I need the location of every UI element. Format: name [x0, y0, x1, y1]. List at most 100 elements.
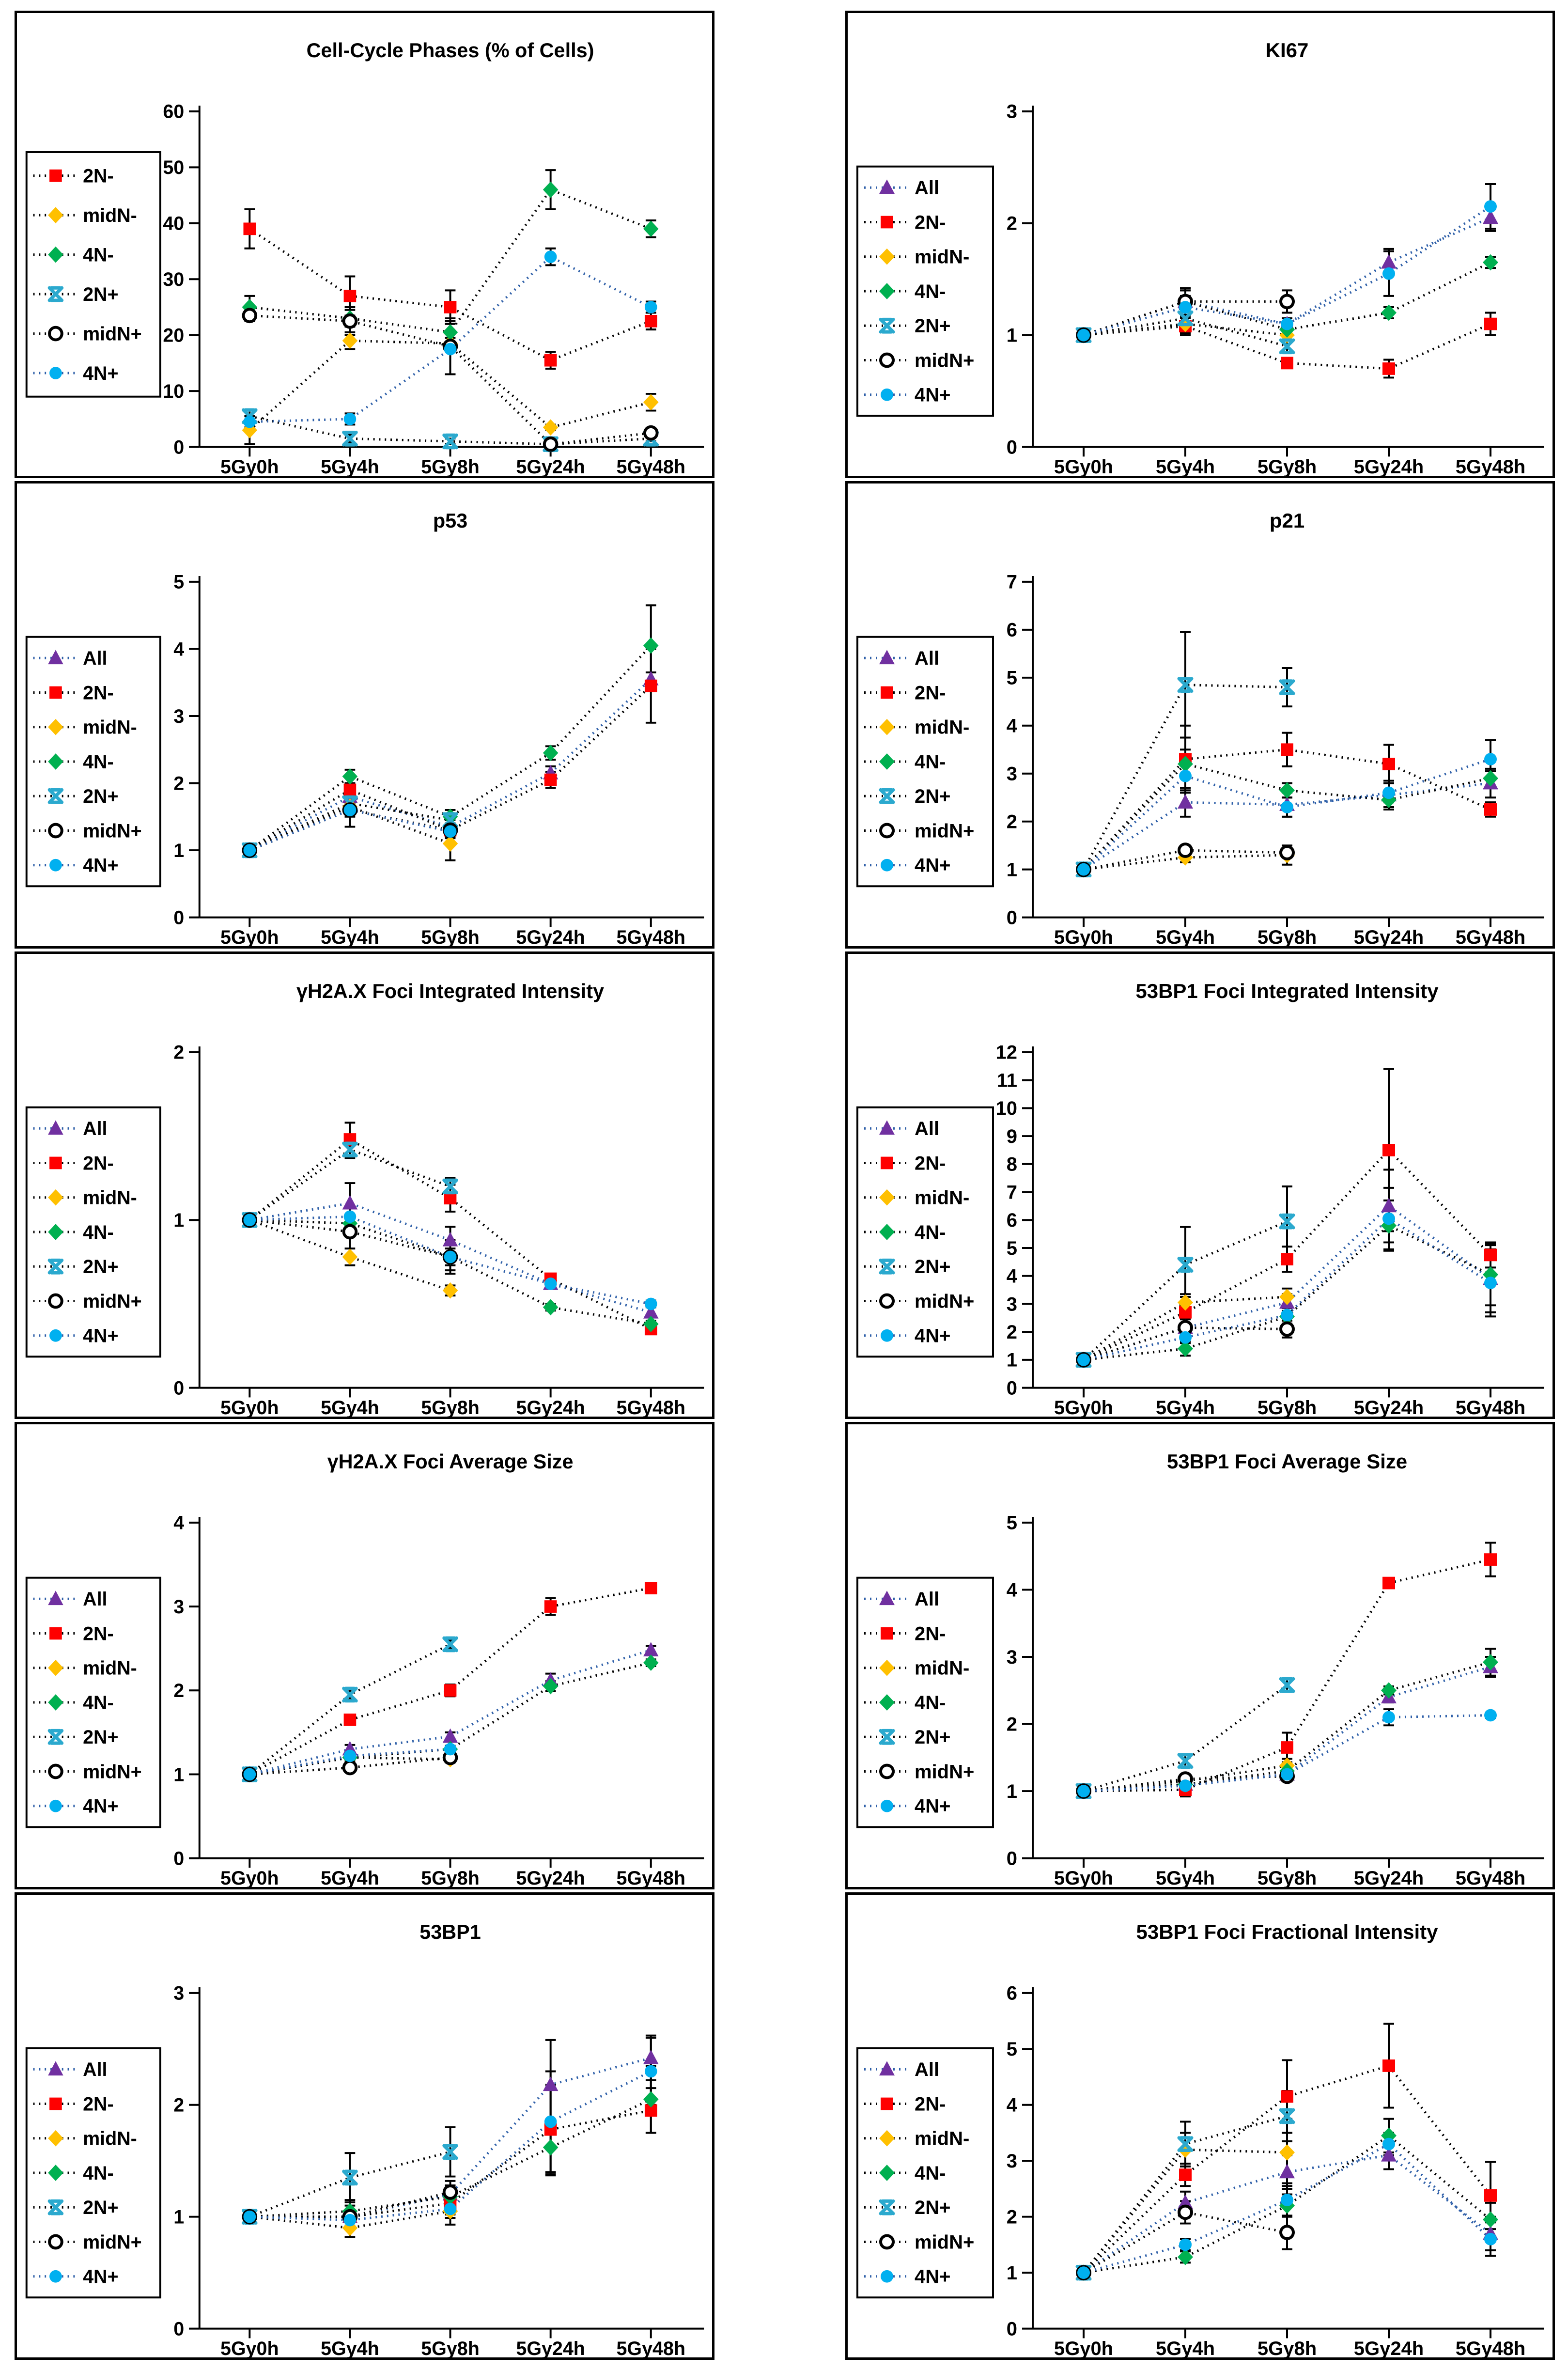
chart-title: 53BP1 Foci Average Size — [1167, 1450, 1407, 1473]
y-tick-label: 3 — [1007, 101, 1017, 123]
y-tick-label: 1 — [1007, 859, 1017, 881]
series-errorbars-4N+ — [1078, 183, 1496, 339]
legend-item-midN+: midN+ — [33, 323, 142, 344]
x-tick-label: 5Gy48h — [617, 1868, 685, 1887]
legend: All 2N-midN- 4N- 2N+ midN+ 4N+ — [856, 1106, 994, 1358]
legend-item-All: All — [33, 1118, 108, 1139]
legend-label: midN- — [83, 1187, 137, 1209]
series-line-midN+ — [1083, 1326, 1288, 1361]
chart-panel-p21: p21 0 1 2 3 4 5 6 7 5Gy0h 5Gy4h 5Gy8h 5Gy24h 5Gy48h Al… — [845, 481, 1555, 949]
legend-label: 2N- — [915, 2094, 946, 2115]
x-tick-label: 5Gy8h — [421, 1868, 480, 1887]
x-tick-label: 5Gy48h — [617, 2338, 685, 2357]
series-line-2N+ — [249, 802, 450, 852]
x-tick-label: 5Gy24h — [516, 2338, 585, 2357]
chart-title: p53 — [433, 509, 467, 532]
legend-label: 2N- — [83, 1623, 114, 1644]
y-axis: 0 1 2 3 — [173, 1983, 201, 2339]
legend-item-All: All — [864, 1118, 939, 1139]
legend-item-All: All — [33, 1589, 108, 1610]
legend-item-4N+: 4N+ — [864, 385, 950, 406]
legend-label: 2N+ — [915, 315, 950, 337]
x-tick-label: 5Gy24h — [516, 927, 585, 946]
svg-text:KI67: KI67 — [1266, 39, 1309, 62]
legend: All 2N-midN- 4N- 2N+ midN+ 4N+ — [856, 2047, 994, 2299]
x-tick-label: 5Gy4h — [321, 927, 379, 946]
series-line-2N- — [248, 228, 652, 362]
legend-label: midN- — [83, 205, 137, 226]
legend-label: midN- — [915, 1187, 969, 1209]
svg-text:53BP1 Foci Integrated Intensit: 53BP1 Foci Integrated Intensity — [1135, 980, 1438, 1002]
chart-svg: γH2A.X Foci Integrated Intensity 0 1 2 5Gy0h… — [25, 980, 704, 1417]
legend-item-2N+: 2N+ — [33, 1727, 119, 1748]
legend: All 2N-midN- 4N- 2N+ midN+ 4N+ — [25, 1106, 161, 1358]
legend-label: 2N+ — [83, 1727, 118, 1748]
series-markers-2N- — [243, 222, 657, 367]
series-line-2N+ — [1083, 1684, 1288, 1793]
y-tick-label: 3 — [1007, 1294, 1017, 1315]
legend-label: midN- — [915, 1658, 969, 1679]
svg-text:53BP1: 53BP1 — [419, 1920, 481, 1943]
legend-item-midN+: midN+ — [864, 821, 974, 842]
legend-item-2N-: 2N- — [33, 1153, 114, 1174]
legend-item-All: All — [33, 2059, 108, 2080]
y-tick-label: 60 — [163, 101, 184, 123]
legend: All 2N-midN- 4N- 2N+ midN+ 4N+ — [25, 1576, 161, 1828]
svg-text:γH2A.X Foci Average Size: γH2A.X Foci Average Size — [327, 1450, 574, 1473]
y-tick-label: 2 — [1007, 213, 1017, 234]
y-tick-label: 8 — [1007, 1154, 1017, 1175]
legend-label: 4N- — [915, 1222, 946, 1243]
legend-item-2N-: 2N- — [864, 683, 946, 703]
x-axis: 5Gy0h 5Gy4h 5Gy8h 5Gy24h 5Gy48h — [199, 1857, 704, 1887]
y-tick-label: 4 — [173, 1512, 184, 1534]
svg-text:53BP1 Foci Fractional Intensit: 53BP1 Foci Fractional Intensity — [1136, 1920, 1438, 1943]
legend-label: 2N- — [915, 1153, 946, 1174]
x-tick-label: 5Gy48h — [1456, 456, 1525, 476]
legend-label: 4N+ — [83, 363, 118, 384]
series-markers-4N+ — [1077, 1212, 1497, 1366]
legend-item-All: All — [864, 648, 939, 669]
svg-text:p21: p21 — [1270, 509, 1304, 532]
y-tick-label: 5 — [1007, 668, 1017, 689]
y-axis: 0 10 20 30 40 50 60 — [163, 101, 201, 458]
x-tick-label: 5Gy24h — [516, 1868, 585, 1887]
legend-label: 4N- — [83, 751, 114, 773]
legend-label: midN- — [915, 247, 969, 268]
y-tick-label: 2 — [1007, 2207, 1017, 2228]
y-tick-label: 0 — [1007, 1378, 1017, 1399]
y-tick-label: 10 — [996, 1098, 1017, 1119]
legend-label: midN+ — [915, 2232, 974, 2253]
x-axis: 5Gy0h 5Gy4h 5Gy8h 5Gy24h 5Gy48h — [1033, 2327, 1544, 2357]
y-tick-label: 4 — [1007, 1266, 1017, 1287]
x-tick-label: 5Gy48h — [617, 1397, 685, 1417]
legend-item-midN+: midN+ — [33, 2231, 142, 2253]
y-tick-label: 7 — [1007, 1182, 1017, 1203]
x-tick-label: 5Gy8h — [1258, 927, 1317, 946]
x-tick-label: 5Gy8h — [421, 456, 480, 476]
chart-panel-p53: p53 0 1 2 3 4 5 5Gy0h 5Gy4h 5Gy8h 5Gy24h 5Gy48h All 2… — [15, 481, 714, 949]
y-tick-label: 2 — [173, 773, 184, 794]
legend-label: midN+ — [83, 1761, 142, 1782]
legend-label: All — [915, 2059, 939, 2080]
y-tick-label: 0 — [1007, 907, 1017, 929]
legend-item-2N-: 2N- — [864, 2094, 946, 2115]
legend-item-2N+: 2N+ — [864, 1256, 950, 1278]
legend-item-midN-: midN- — [33, 2128, 137, 2150]
y-tick-label: 0 — [173, 907, 184, 928]
legend-label: 4N+ — [83, 1796, 118, 1817]
legend-label: midN- — [915, 717, 969, 738]
y-tick-label: 40 — [163, 213, 184, 234]
legend-label: 2N- — [915, 1623, 946, 1645]
y-tick-label: 5 — [1007, 2039, 1017, 2060]
series-markers-4N+ — [1077, 1709, 1497, 1797]
series-line-2N+ — [248, 1148, 451, 1221]
x-tick-label: 5Gy0h — [1054, 1397, 1113, 1417]
series-markers-midN+ — [242, 308, 659, 452]
legend-item-2N+: 2N+ — [33, 284, 119, 305]
legend-item-4N+: 4N+ — [864, 2266, 950, 2288]
legend-label: 4N+ — [915, 1325, 950, 1347]
x-tick-label: 5Gy4h — [1156, 1397, 1215, 1417]
y-tick-label: 1 — [1007, 325, 1017, 346]
